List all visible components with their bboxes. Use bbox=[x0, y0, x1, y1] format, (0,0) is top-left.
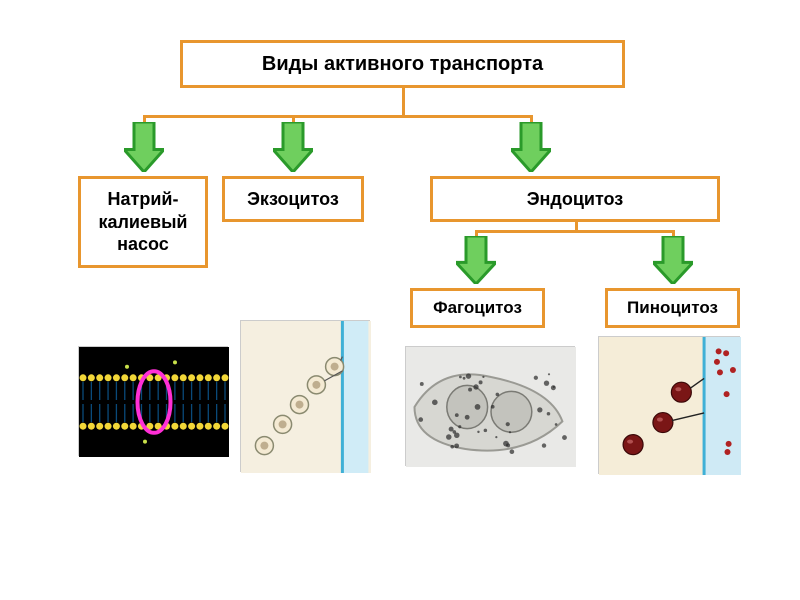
node-label: Пиноцитоз bbox=[627, 297, 718, 318]
connector-sub-horizontal bbox=[475, 230, 675, 233]
title-text: Виды активного транспорта bbox=[262, 53, 543, 76]
connector-main-horizontal bbox=[143, 115, 533, 118]
node-label: Эндоцитоз bbox=[527, 188, 624, 211]
arrow-to-phagocytosis bbox=[456, 236, 496, 284]
node-exocytosis: Экзоцитоз bbox=[222, 176, 364, 222]
node-label: Натрий-калиевыйнасос bbox=[98, 188, 187, 256]
connector-endo-down bbox=[575, 222, 578, 230]
node-endocytosis: Эндоцитоз bbox=[430, 176, 720, 222]
arrow-to-pinocytosis bbox=[653, 236, 693, 284]
image-exocytosis bbox=[240, 320, 370, 472]
arrow-to-exocytosis bbox=[273, 122, 313, 172]
arrow-to-pump bbox=[124, 122, 164, 172]
image-pinocytosis bbox=[598, 336, 740, 474]
image-phagocytosis bbox=[405, 346, 575, 466]
title-box: Виды активного транспорта bbox=[180, 40, 625, 88]
node-label: Фагоцитоз bbox=[433, 297, 522, 318]
node-label: Экзоцитоз bbox=[247, 188, 339, 211]
node-pinocytosis: Пиноцитоз bbox=[605, 288, 740, 328]
arrow-to-endocytosis bbox=[511, 122, 551, 172]
image-membrane-pump bbox=[78, 346, 228, 456]
connector-title bbox=[402, 88, 405, 115]
node-sodium-potassium-pump: Натрий-калиевыйнасос bbox=[78, 176, 208, 268]
node-phagocytosis: Фагоцитоз bbox=[410, 288, 545, 328]
